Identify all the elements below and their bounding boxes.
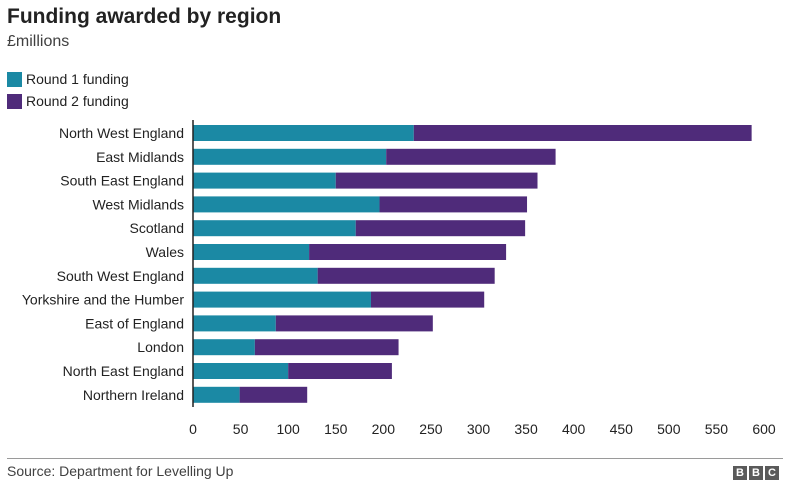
x-tick-label: 450	[610, 421, 634, 437]
legend-swatch-round-2	[7, 93, 22, 109]
bar-segment-round-2	[379, 196, 528, 213]
category-label: Northern Ireland	[83, 387, 184, 403]
bar-segment-round-1	[193, 244, 310, 260]
legend: Round 1 funding Round 2 funding	[7, 68, 129, 112]
bar-segment-round-1	[193, 339, 255, 356]
legend-item-round-2: Round 2 funding	[7, 90, 129, 112]
bar-chart: North West England East Midlands South Eas…	[22, 120, 776, 437]
x-tick-label: 300	[467, 421, 491, 437]
category-label: East Midlands	[96, 149, 184, 165]
bar-segment-round-2	[275, 315, 433, 332]
legend-item-round-1: Round 1 funding	[7, 68, 129, 90]
legend-label-round-2: Round 2 funding	[26, 93, 129, 109]
bar-segment-round-1	[193, 125, 414, 141]
x-tick-label: 100	[276, 421, 300, 437]
x-tick-label: 500	[657, 421, 681, 437]
bar-segment-round-2	[386, 148, 556, 165]
source-note: Source: Department for Levelling Up	[7, 463, 234, 479]
bar-segment-round-1	[193, 315, 276, 332]
bar-segment-round-2	[309, 244, 507, 260]
bbc-logo-letter: B	[733, 466, 747, 480]
x-tick-label: 0	[189, 421, 197, 437]
bar-segment-round-1	[193, 148, 387, 165]
bar-segment-round-1	[193, 196, 380, 213]
bar-segment-round-1	[193, 220, 356, 237]
bar-segment-round-2	[413, 125, 752, 141]
x-tick-label: 200	[372, 421, 396, 437]
x-tick-label: 150	[324, 421, 348, 437]
bar-segment-round-2	[254, 339, 399, 356]
legend-swatch-round-1	[7, 71, 22, 87]
category-label: Yorkshire and the Humber	[22, 292, 184, 308]
bar-segment-round-1	[193, 267, 318, 284]
chart-subtitle: £millions	[7, 33, 70, 50]
x-tick-label: 600	[752, 421, 776, 437]
bar-segment-round-2	[239, 386, 308, 403]
category-label: West Midlands	[92, 196, 184, 212]
x-tick-label: 350	[514, 421, 538, 437]
x-tick-label: 400	[562, 421, 586, 437]
x-tick-label: 250	[419, 421, 443, 437]
category-label: East of England	[85, 315, 184, 331]
legend-label-round-1: Round 1 funding	[26, 71, 129, 87]
bar-segment-round-1	[193, 172, 336, 189]
category-label: Wales	[146, 244, 184, 260]
category-label: South West England	[57, 268, 184, 284]
category-label: Scotland	[130, 220, 184, 236]
bbc-logo-letter: C	[765, 466, 779, 480]
bbc-logo: B B C	[733, 466, 779, 480]
bar-segment-round-2	[355, 220, 526, 237]
bbc-logo-letter: B	[749, 466, 763, 480]
category-label: London	[137, 339, 184, 355]
footer-divider	[7, 458, 783, 459]
x-tick-label: 50	[233, 421, 249, 437]
bar-segment-round-1	[193, 363, 289, 379]
bar-segment-round-1	[193, 386, 240, 403]
bar-segment-round-2	[288, 363, 392, 379]
bar-segment-round-1	[193, 291, 371, 308]
category-label: North West England	[59, 125, 184, 141]
category-label: North East England	[63, 363, 184, 379]
x-tick-label: 550	[705, 421, 729, 437]
category-label: South East England	[60, 173, 184, 189]
bar-segment-round-2	[370, 291, 485, 308]
bar-segment-round-2	[317, 267, 495, 284]
bar-segment-round-2	[335, 172, 538, 189]
chart-title: Funding awarded by region	[7, 5, 282, 28]
